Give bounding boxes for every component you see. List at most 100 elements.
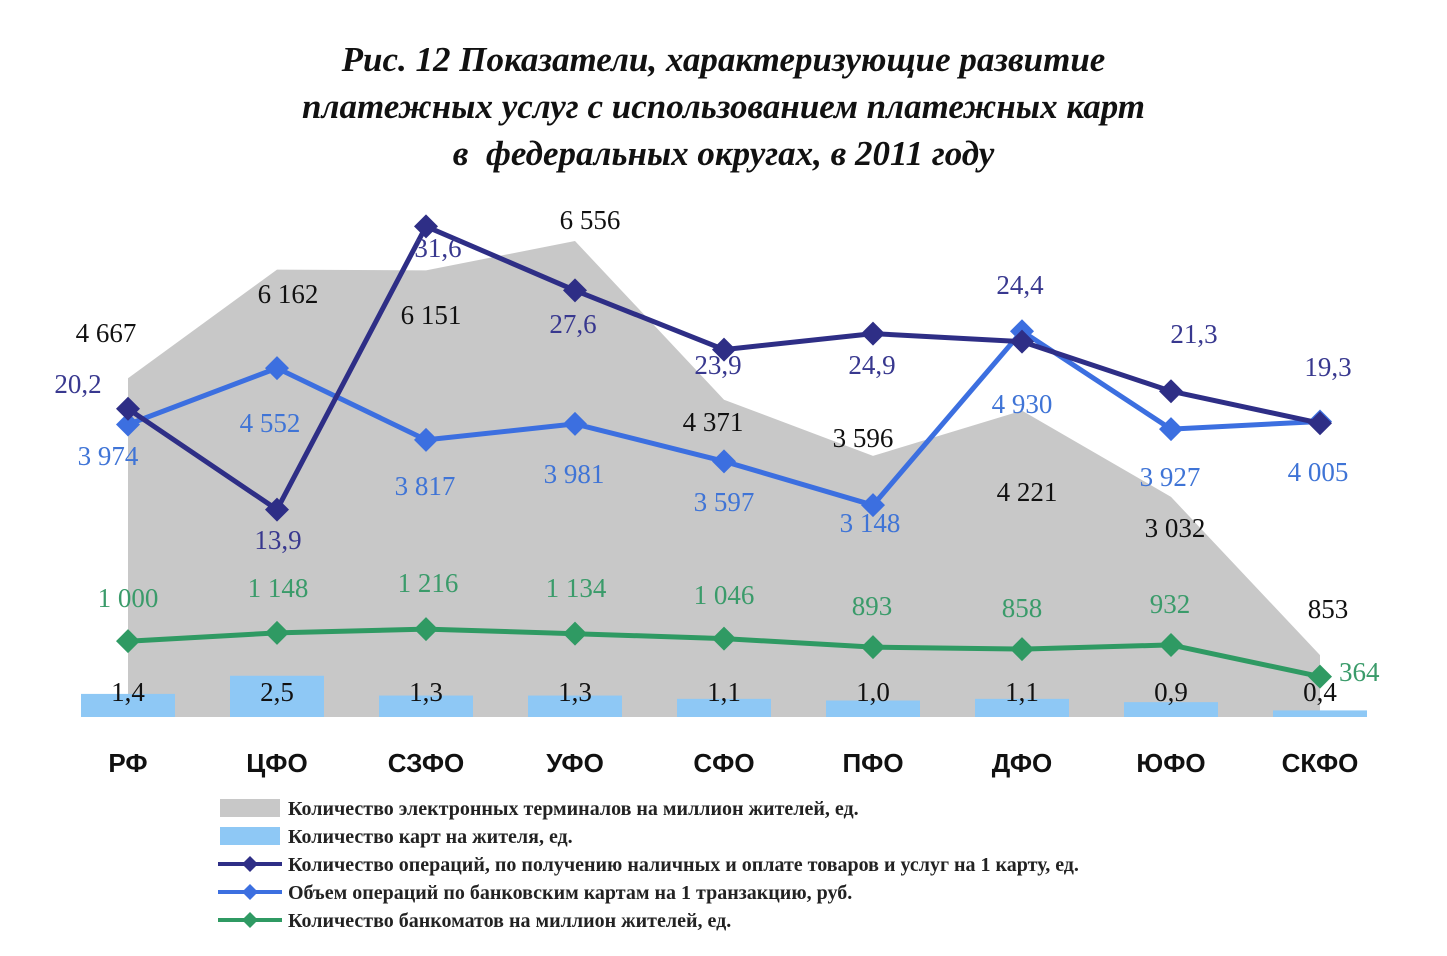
legend-swatch: [220, 799, 280, 817]
volume-data-label: 3 817: [395, 471, 456, 501]
chart-title-line-1: Рис. 12 Показатели, характеризующие разв…: [341, 40, 1106, 79]
legend-label: Количество электронных терминалов на мил…: [288, 798, 859, 820]
legend-label: Количество операций, по получению наличн…: [288, 854, 1079, 876]
operations-marker: [265, 497, 289, 522]
operations-marker: [1159, 379, 1183, 404]
volume-marker: [265, 356, 289, 381]
atms-data-label: 858: [1002, 593, 1043, 623]
category-label: СЗФО: [388, 748, 465, 778]
cards-bar: [975, 698, 1069, 717]
category-label: ЦФО: [246, 748, 307, 778]
atms-data-label: 364: [1339, 657, 1380, 687]
volume-data-label: 4 930: [992, 389, 1053, 419]
operations-data-label: 24,9: [848, 350, 895, 380]
operations-data-label: 20,2: [54, 369, 101, 399]
category-label: СКФО: [1282, 748, 1359, 778]
legend-swatch: [220, 827, 280, 845]
cards-data-label: 1,3: [409, 677, 443, 707]
volume-data-label: 3 597: [694, 487, 755, 517]
cards-bar: [826, 700, 920, 717]
volume-data-label: 4 552: [240, 408, 301, 438]
cards-data-label: 2,5: [260, 677, 294, 707]
cards-data-label: 1,3: [558, 677, 592, 707]
cards-bar: [1273, 710, 1367, 717]
atms-marker: [116, 629, 140, 654]
volume-data-label: 4 005: [1288, 457, 1349, 487]
legend-item-operations: Количество операций, по получению наличн…: [218, 854, 1079, 876]
operations-marker: [116, 396, 140, 421]
cards-data-label: 0,4: [1303, 677, 1337, 707]
cards-bar: [528, 695, 622, 717]
terminals-data-label: 4 667: [76, 318, 137, 348]
terminals-data-label: 3 032: [1145, 513, 1206, 543]
atms-marker: [1159, 632, 1183, 657]
volume-marker: [116, 412, 140, 437]
volume-marker: [712, 449, 736, 474]
operations-data-label: 31,6: [414, 233, 461, 263]
legend-swatch-marker: [242, 856, 258, 872]
category-label: ПФО: [842, 748, 903, 778]
volume-data-label: 3 974: [78, 441, 139, 471]
legend-item-volume: Объем операций по банковским картам на 1…: [218, 882, 852, 904]
atms-marker: [861, 635, 885, 660]
cards-data-label: 1,4: [111, 677, 145, 707]
operations-data-label: 27,6: [549, 309, 596, 339]
terminals-data-label: 6 151: [401, 300, 462, 330]
atms-marker: [414, 617, 438, 642]
operations-data-label: 13,9: [254, 525, 301, 555]
legend-swatch-marker: [242, 884, 258, 900]
cards-bar: [230, 675, 324, 717]
category-label: ЮФО: [1136, 748, 1205, 778]
volume-data-label: 3 927: [1140, 462, 1201, 492]
atms-data-label: 1 134: [546, 573, 607, 603]
atms-marker: [1010, 637, 1034, 662]
terminals-data-label: 4 221: [997, 477, 1058, 507]
legend-label: Объем операций по банковским картам на 1…: [288, 882, 852, 904]
volume-marker: [1159, 417, 1183, 442]
cards-bar-layer: [81, 675, 1367, 717]
atms-data-label: 1 046: [694, 580, 755, 610]
atms-marker: [1308, 664, 1332, 689]
cards-bar: [677, 698, 771, 717]
atms-data-label: 1 216: [398, 568, 459, 598]
operations-marker: [563, 278, 587, 303]
operations-marker: [1010, 329, 1034, 354]
operations-data-label: 21,3: [1170, 319, 1217, 349]
legend-item-terminals: Количество электронных терминалов на мил…: [220, 798, 859, 820]
legend-item-atms: Количество банкоматов на миллион жителей…: [218, 910, 731, 932]
cards-data-label: 1,0: [856, 677, 890, 707]
atms-data-label: 1 000: [98, 583, 159, 613]
atms-data-label: 932: [1150, 589, 1191, 619]
cards-data-label: 1,1: [1005, 677, 1039, 707]
atms-marker: [265, 620, 289, 645]
chart-title-line-3: в федеральных округах, в 2011 году: [452, 134, 995, 173]
category-label: РФ: [108, 748, 147, 778]
data-labels-layer: 4 667 6 162 6 151 6 556 4 371 3 596 4 221 3 032…: [54, 205, 1380, 707]
terminals-data-label: 6 556: [560, 205, 621, 235]
atms-marker: [563, 621, 587, 646]
operations-data-label: 19,3: [1304, 352, 1351, 382]
terminals-area: [128, 241, 1320, 717]
cards-bar: [379, 695, 473, 717]
cards-data-label: 0,9: [1154, 677, 1188, 707]
volume-data-label: 3 981: [544, 459, 605, 489]
legend-item-cards: Количество карт на жителя, ед.: [220, 826, 573, 848]
operations-marker: [414, 214, 438, 239]
cards-data-label: 1,1: [707, 677, 741, 707]
volume-marker: [414, 427, 438, 452]
terminals-data-label: 853: [1308, 594, 1349, 624]
volume-marker: [861, 493, 885, 518]
terminals-area-layer: [128, 241, 1320, 717]
volume-data-label: 3 148: [840, 508, 901, 538]
volume-marker: [563, 411, 587, 436]
category-label: ДФО: [992, 748, 1053, 778]
legend-label: Количество карт на жителя, ед.: [288, 826, 573, 848]
terminals-data-label: 3 596: [833, 423, 894, 453]
category-axis: РФ ЦФО СЗФО УФО СФО ПФО ДФО ЮФО СКФО: [108, 748, 1358, 778]
cards-bar: [81, 693, 175, 717]
chart-title: Рис. 12 Показатели, характеризующие разв…: [0, 36, 1447, 177]
terminals-data-label: 6 162: [258, 279, 319, 309]
atms-data-label: 893: [852, 591, 893, 621]
chart-title-line-2: платежных услуг с использованием платежн…: [302, 87, 1145, 126]
